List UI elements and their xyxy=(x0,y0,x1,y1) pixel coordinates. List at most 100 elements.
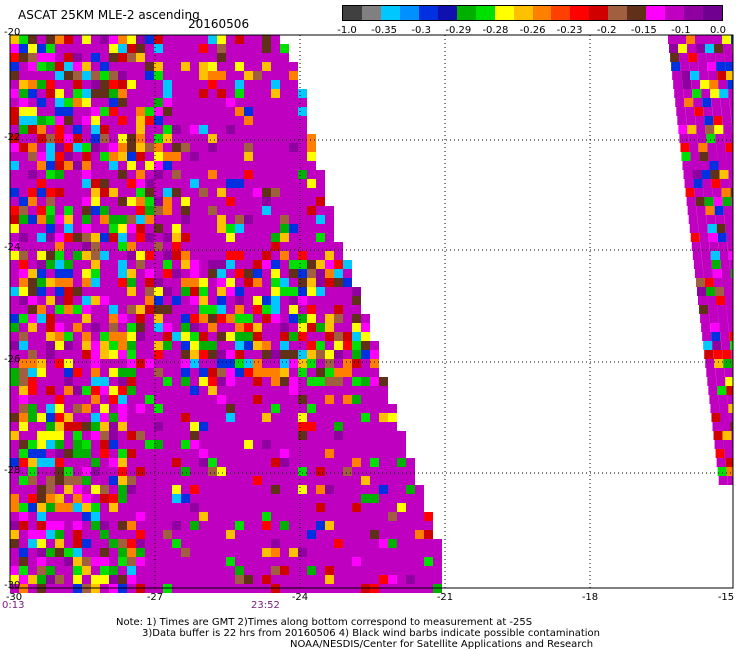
swath-cell xyxy=(136,269,145,278)
swath-cell xyxy=(680,143,690,152)
swath-cell xyxy=(262,269,271,278)
swath-cell xyxy=(64,80,73,89)
swath-cell xyxy=(208,305,217,314)
swath-cell xyxy=(343,467,352,476)
swath-cell xyxy=(118,62,127,71)
swath-cell xyxy=(388,512,397,521)
swath-cell xyxy=(379,521,388,530)
swath-cell xyxy=(136,125,145,134)
swath-cell xyxy=(361,413,370,422)
swath-cell xyxy=(726,305,733,314)
swath-cell xyxy=(109,197,118,206)
swath-cell xyxy=(145,269,154,278)
swath-cell xyxy=(28,206,37,215)
swath-cell xyxy=(10,548,19,557)
swath-cell xyxy=(172,404,181,413)
swath-cell xyxy=(136,296,145,305)
swath-cell xyxy=(154,332,163,341)
swath-cell xyxy=(19,422,28,431)
colorbar-segment-18 xyxy=(684,6,704,20)
swath-cell xyxy=(271,323,280,332)
swath-cell xyxy=(190,359,199,368)
swath-cell xyxy=(91,575,100,584)
swath-cell xyxy=(91,161,100,170)
swath-cell xyxy=(705,359,715,368)
swath-cell xyxy=(316,395,325,404)
swath-cell xyxy=(307,413,316,422)
swath-cell xyxy=(46,98,55,107)
swath-cell xyxy=(19,179,28,188)
swath-cell xyxy=(307,134,316,143)
swath-cell xyxy=(127,215,136,224)
swath-cell xyxy=(686,197,696,206)
swath-cell xyxy=(28,449,37,458)
swath-cell xyxy=(64,368,73,377)
swath-cell xyxy=(37,206,46,215)
swath-cell xyxy=(28,53,37,62)
swath-cell xyxy=(397,431,406,440)
swath-cell xyxy=(714,206,724,215)
swath-cell xyxy=(361,575,370,584)
swath-cell xyxy=(127,197,136,206)
swath-cell xyxy=(280,152,289,161)
swath-cell xyxy=(307,206,316,215)
swath-cell xyxy=(334,323,343,332)
swath-cell xyxy=(253,206,262,215)
swath-cell xyxy=(687,44,697,53)
swath-cell xyxy=(705,125,715,134)
swath-cell xyxy=(701,323,711,332)
swath-cell xyxy=(100,179,109,188)
swath-cell xyxy=(217,350,226,359)
swath-cell xyxy=(55,521,64,530)
swath-cell xyxy=(154,395,163,404)
swath-cell xyxy=(298,143,307,152)
swath-cell xyxy=(154,467,163,476)
swath-cell xyxy=(37,71,46,80)
swath-cell xyxy=(343,503,352,512)
swath-cell xyxy=(307,233,316,242)
swath-cell xyxy=(127,350,136,359)
swath-cell xyxy=(271,53,280,62)
swath-cell xyxy=(28,188,37,197)
swath-cell xyxy=(136,53,145,62)
swath-cell xyxy=(217,386,226,395)
swath-cell xyxy=(73,521,82,530)
swath-cell xyxy=(73,224,82,233)
swath-cell xyxy=(379,431,388,440)
swath-cell xyxy=(262,179,271,188)
swath-cell xyxy=(208,44,217,53)
swath-cell xyxy=(280,179,289,188)
swath-cell xyxy=(199,422,208,431)
swath-cell xyxy=(181,521,190,530)
swath-cell xyxy=(163,404,172,413)
swath-cell xyxy=(271,485,280,494)
swath-cell xyxy=(136,422,145,431)
swath-cell xyxy=(370,350,379,359)
swath-cell xyxy=(253,350,262,359)
swath-cell xyxy=(10,197,19,206)
swath-cell xyxy=(64,206,73,215)
swath-cell xyxy=(226,116,235,125)
swath-cell xyxy=(325,557,334,566)
swath-cell xyxy=(280,575,289,584)
swath-cell xyxy=(37,575,46,584)
swath-cell xyxy=(91,269,100,278)
swath-cell xyxy=(226,89,235,98)
swath-cell xyxy=(208,53,217,62)
swath-cell xyxy=(262,35,271,44)
swath-cell xyxy=(136,323,145,332)
swath-cell xyxy=(361,440,370,449)
colorbar-segment-6 xyxy=(456,6,476,20)
swath-cell xyxy=(725,458,733,467)
swath-cell xyxy=(163,350,172,359)
swath-cell xyxy=(325,566,334,575)
swath-cell xyxy=(307,305,316,314)
swath-cell xyxy=(699,233,709,242)
swath-cell xyxy=(91,323,100,332)
swath-cell xyxy=(280,476,289,485)
swath-cell xyxy=(717,233,727,242)
latitude-label: -28 xyxy=(4,465,21,476)
swath-cell xyxy=(217,233,226,242)
swath-cell xyxy=(118,269,127,278)
swath-cell xyxy=(262,296,271,305)
